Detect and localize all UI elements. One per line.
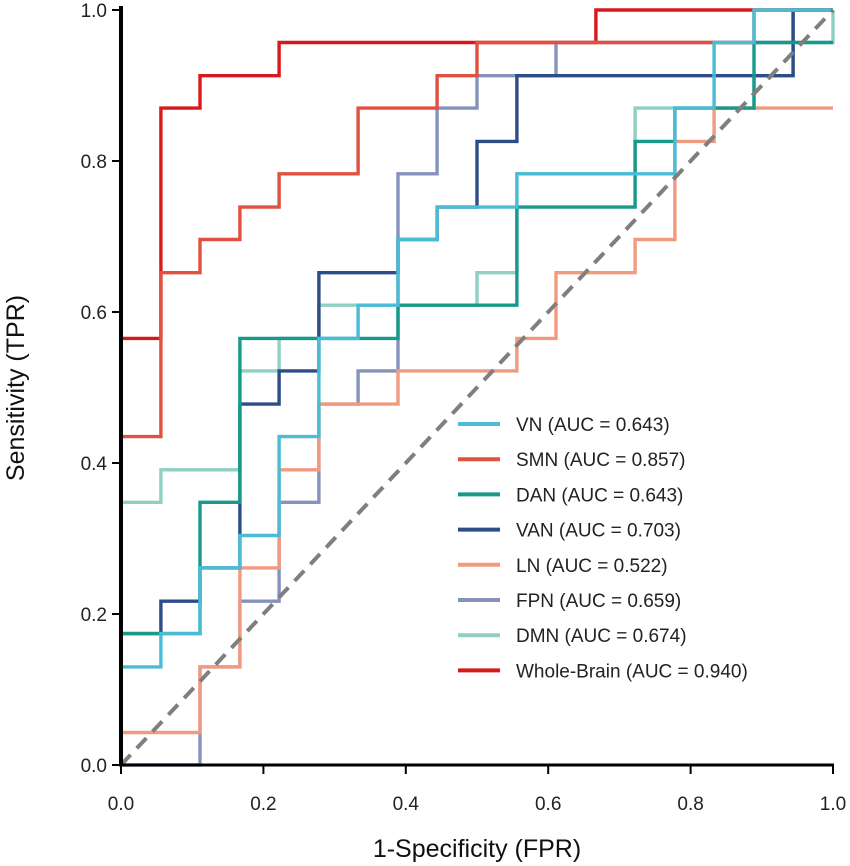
- roc-curve-van: [119, 8, 833, 765]
- x-tick-label: 0.8: [677, 794, 703, 815]
- roc-curve-smn: [119, 8, 833, 765]
- x-tick-label: 0.0: [108, 794, 134, 815]
- legend-label: VAN (AUC = 0.703): [516, 521, 681, 542]
- legend-label: VN (AUC = 0.643): [516, 415, 670, 436]
- legend-label: SMN (AUC = 0.857): [516, 450, 685, 471]
- y-tick-label: 0.4: [81, 454, 108, 475]
- roc-curve-vn: [119, 8, 833, 765]
- x-tick-label: 0.6: [535, 794, 561, 815]
- roc-curves: [119, 8, 835, 767]
- y-tick-label: 0.2: [81, 605, 107, 626]
- chance-diagonal-line: [119, 8, 835, 767]
- legend-label: DMN (AUC = 0.674): [516, 626, 687, 647]
- tick-labels: 0.0 0.2 0.4 0.6 0.8 1.0 0.0 0.2 0.4 0.6 0.8 1.0: [81, 1, 847, 815]
- legend-label: DAN (AUC = 0.643): [516, 485, 683, 506]
- legend: VN (AUC = 0.643) SMN (AUC = 0.857) DAN (AU…: [458, 415, 748, 682]
- y-tick-label: 0.6: [81, 303, 107, 324]
- x-tick-label: 0.4: [393, 794, 420, 815]
- legend-label: FPN (AUC = 0.659): [516, 591, 681, 612]
- x-tick-label: 0.2: [250, 794, 276, 815]
- y-tick-label: 0.8: [81, 152, 107, 173]
- y-tick-label: 0.0: [81, 756, 107, 777]
- legend-label: LN (AUC = 0.522): [516, 556, 668, 577]
- roc-curve-whole-brain: [119, 8, 833, 765]
- axes: [112, 6, 834, 774]
- x-axis-title: 1-Specificity (FPR): [373, 835, 581, 863]
- y-axis-title: Sensitivity (TPR): [2, 295, 30, 481]
- y-tick-label: 1.0: [81, 1, 107, 22]
- legend-label: Whole-Brain (AUC = 0.940): [516, 661, 748, 682]
- x-tick-label: 1.0: [820, 794, 846, 815]
